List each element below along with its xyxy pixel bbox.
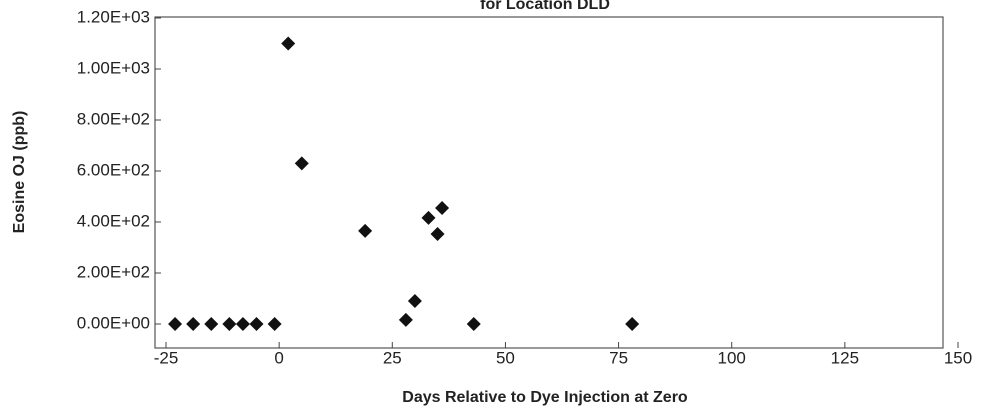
x-tick-label: 100: [718, 348, 746, 367]
x-tick-label: 75: [609, 348, 628, 367]
plot-frame: [154, 16, 944, 349]
point: [430, 226, 445, 241]
y-tick-label: 2.00E+02: [77, 262, 150, 281]
point: [407, 294, 422, 309]
point: [235, 317, 250, 331]
point: [294, 156, 309, 171]
x-tick-label: 50: [496, 348, 515, 367]
chart-title: for Location DLD: [480, 0, 610, 13]
point: [186, 317, 201, 331]
x-axis-label: Days Relative to Dye Injection at Zero: [402, 389, 688, 406]
point: [435, 200, 450, 215]
y-tick-label: 8.00E+02: [77, 109, 150, 128]
point: [204, 317, 219, 331]
point: [398, 312, 413, 327]
x-tick-label: 25: [383, 348, 402, 367]
point: [281, 36, 296, 51]
y-tick-label: 1.20E+03: [77, 7, 150, 26]
point: [625, 317, 640, 331]
x-tick-label: 0: [274, 348, 283, 367]
point: [168, 317, 183, 331]
x-tick-label: -25: [154, 348, 179, 367]
y-axis-label: Eosine OJ (ppb): [11, 111, 28, 234]
x-tick-label: 150: [944, 348, 972, 367]
y-tick-label: 6.00E+02: [77, 160, 150, 179]
y-tick-label: 1.00E+03: [77, 58, 150, 77]
y-tick-label: 4.00E+02: [77, 211, 150, 230]
point: [466, 317, 481, 331]
point: [249, 317, 264, 331]
point: [358, 223, 373, 238]
point: [421, 210, 436, 225]
x-tick-label: 125: [831, 348, 859, 367]
point: [267, 317, 282, 331]
y-tick-label: 0.00E+00: [77, 313, 150, 332]
point: [222, 317, 237, 331]
